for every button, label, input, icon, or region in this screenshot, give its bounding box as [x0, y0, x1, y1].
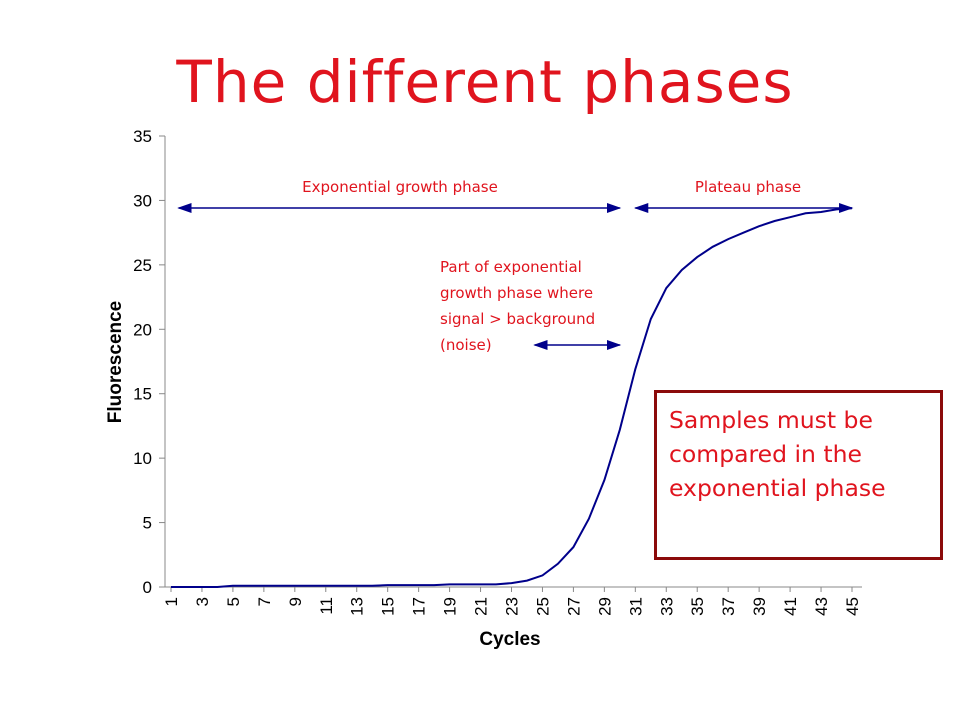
fluorescence-curve [171, 207, 853, 588]
slide-title: The different phases [176, 48, 794, 116]
callout-line: Samples must be [669, 406, 873, 434]
y-tick-label: 0 [143, 578, 152, 597]
curve-layer [171, 207, 853, 588]
x-tick-label: 11 [317, 597, 336, 615]
x-tick-label: 37 [719, 597, 738, 616]
x-tick-label: 27 [564, 597, 583, 616]
exponential-phase-label: Exponential growth phase [302, 178, 498, 196]
x-tick-label: 25 [533, 597, 552, 616]
x-tick-label: 1 [162, 597, 181, 606]
signal-note-line: Part of exponential [440, 258, 582, 276]
callout-box: Samples must be compared in the exponent… [654, 390, 943, 560]
x-axis-title: Cycles [479, 629, 540, 650]
x-tick-label: 5 [224, 597, 243, 606]
x-tick-label: 17 [410, 597, 429, 616]
signal-note-line: signal > background [440, 310, 595, 328]
y-tick-label: 15 [133, 385, 152, 404]
y-tick-label: 25 [133, 256, 152, 275]
x-tick-label: 29 [595, 597, 614, 616]
signal-note-line: (noise) [440, 336, 492, 354]
y-axis-title: Fluorescence [105, 301, 126, 424]
x-tick-label: 15 [379, 597, 398, 616]
x-tick-label: 19 [441, 597, 460, 616]
x-tick-label: 39 [750, 597, 769, 616]
y-tick-label: 5 [143, 514, 152, 533]
x-tick-label: 9 [286, 597, 305, 606]
y-tick-label: 30 [133, 191, 152, 210]
x-tick-label: 41 [781, 597, 800, 616]
callout-line: compared in the [669, 440, 862, 468]
x-tick-label: 7 [255, 597, 274, 606]
x-tick-label: 21 [472, 597, 491, 616]
x-tick-label: 23 [503, 597, 522, 616]
x-tick-label: 13 [348, 597, 367, 616]
x-tick-label: 43 [812, 597, 831, 616]
plateau-phase-label: Plateau phase [695, 178, 801, 196]
callout-line: exponential phase [669, 474, 886, 502]
x-tick-label: 45 [843, 597, 862, 616]
x-tick-label: 31 [626, 597, 645, 616]
signal-note-line: growth phase where [440, 284, 593, 302]
annotation-layer: Exponential growth phase Plateau phase Par… [177, 178, 854, 354]
x-tick-label: 3 [193, 597, 212, 606]
y-tick-label: 35 [133, 127, 152, 146]
y-tick-label: 10 [133, 449, 152, 468]
x-tick-label: 33 [657, 597, 676, 616]
y-tick-label: 20 [133, 320, 152, 339]
callout-text: Samples must be compared in the exponent… [669, 403, 940, 505]
x-tick-label: 35 [688, 597, 707, 616]
